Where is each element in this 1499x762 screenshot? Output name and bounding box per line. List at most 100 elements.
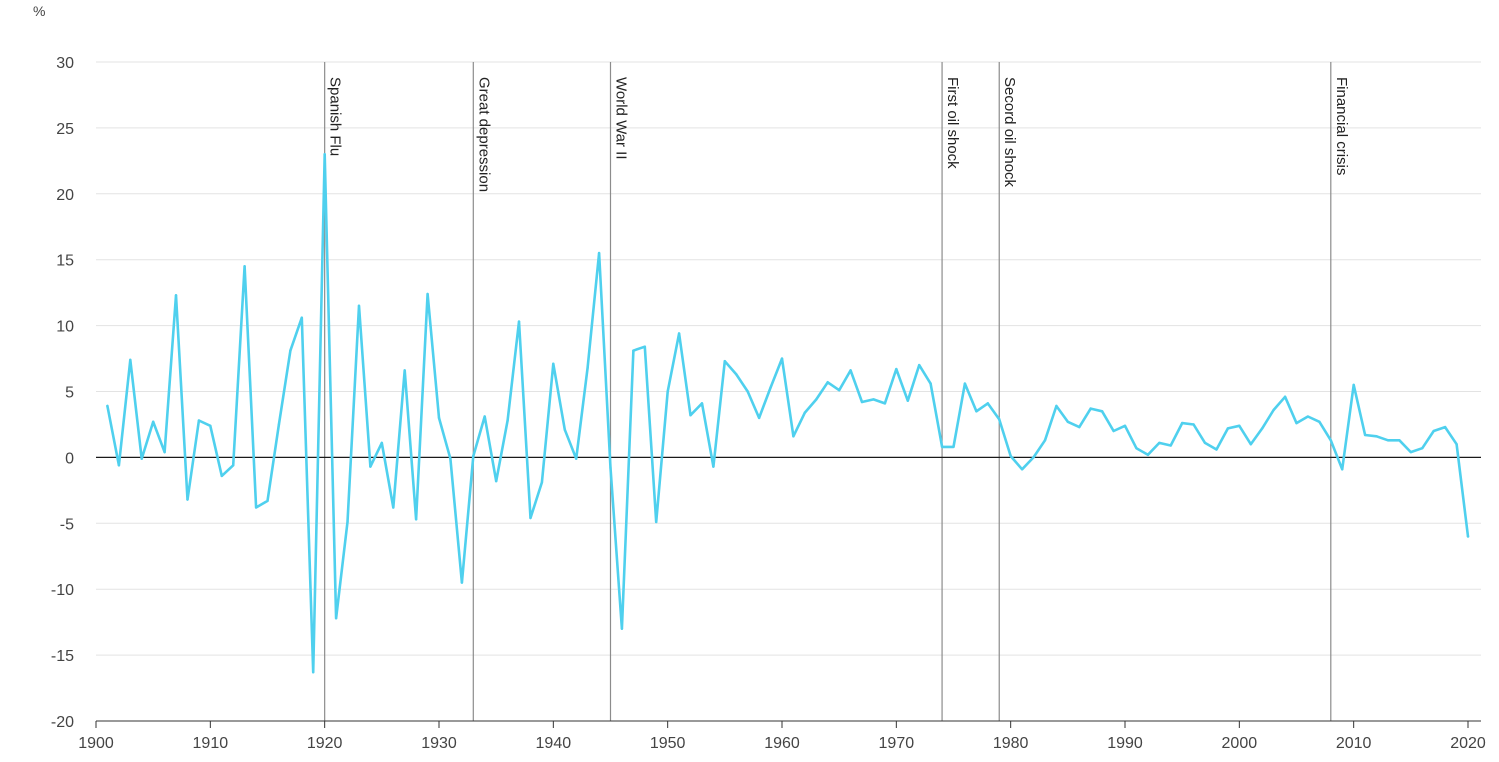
- data-point: [357, 304, 361, 308]
- data-point: [826, 381, 829, 384]
- data-point: [906, 399, 909, 402]
- data-point: [197, 419, 201, 422]
- data-point: [277, 423, 281, 426]
- data-point: [220, 474, 223, 478]
- data-point: [1158, 441, 1161, 445]
- data-point: [151, 420, 155, 424]
- y-tick-label: 5: [65, 385, 74, 402]
- data-point: [403, 369, 406, 372]
- data-point: [1398, 439, 1401, 442]
- data-point: [494, 479, 498, 483]
- y-tick-label: 15: [56, 253, 74, 270]
- data-point: [792, 435, 795, 438]
- data-point: [1283, 395, 1287, 398]
- data-point: [472, 454, 475, 458]
- y-tick-label: -15: [51, 648, 74, 665]
- data-point: [1180, 421, 1184, 425]
- data-point: [815, 398, 818, 401]
- data-point: [1089, 407, 1092, 410]
- data-point: [643, 345, 646, 348]
- series-line: [106, 153, 1470, 674]
- data-point: [1363, 433, 1367, 437]
- data-point: [609, 466, 612, 470]
- data-point: [803, 411, 807, 414]
- x-tick-label: 1930: [421, 735, 457, 752]
- x-tick-label: 1980: [993, 735, 1029, 752]
- x-tick-label: 1940: [536, 735, 572, 752]
- data-point: [1421, 446, 1424, 450]
- data-point: [1066, 420, 1070, 424]
- data-point: [106, 404, 109, 408]
- data-point: [769, 386, 772, 389]
- data-point: [1443, 425, 1447, 429]
- y-tick-label: 0: [65, 450, 74, 467]
- data-point: [929, 382, 932, 385]
- data-point: [426, 292, 429, 296]
- data-point: [677, 332, 681, 335]
- data-point: [254, 506, 258, 509]
- data-point: [620, 627, 624, 630]
- data-point: [1215, 448, 1218, 451]
- data-point: [209, 424, 212, 427]
- x-tick-label: 1920: [307, 735, 343, 752]
- event-label: Spanish Flu: [327, 77, 344, 156]
- y-axis-unit-label: %: [33, 3, 45, 19]
- x-tick-label: 2010: [1336, 735, 1372, 752]
- data-point: [723, 359, 727, 363]
- y-tick-label: -20: [51, 714, 74, 731]
- data-point: [998, 417, 1001, 421]
- data-point: [312, 671, 315, 674]
- data-point: [1123, 424, 1127, 427]
- data-point: [757, 416, 761, 420]
- data-point: [552, 362, 555, 366]
- data-point: [392, 506, 395, 509]
- data-point: [1386, 439, 1390, 442]
- data-point: [1032, 456, 1035, 459]
- x-tick-label: 2020: [1450, 735, 1486, 752]
- data-point: [700, 402, 704, 405]
- data-point: [632, 349, 635, 352]
- y-tick-label: -10: [51, 582, 74, 599]
- data-point: [1318, 420, 1321, 424]
- data-point: [918, 363, 921, 367]
- data-point: [1020, 468, 1024, 471]
- data-point: [483, 415, 486, 418]
- y-tick-label: 20: [56, 187, 74, 204]
- y-tick-label: 25: [56, 121, 74, 138]
- data-point: [1455, 443, 1458, 446]
- data-point: [232, 464, 235, 467]
- x-tick-label: 1950: [650, 735, 686, 752]
- data-point: [449, 457, 452, 460]
- data-point: [266, 499, 269, 503]
- data-point: [952, 445, 955, 449]
- data-point: [1306, 415, 1310, 418]
- data-point: [460, 581, 464, 584]
- data-point: [735, 373, 738, 376]
- event-label: World War II: [613, 77, 630, 160]
- data-point: [780, 357, 784, 360]
- data-point: [506, 419, 509, 422]
- data-point: [1169, 444, 1172, 447]
- data-point: [1238, 424, 1241, 427]
- event-label: Secord oil shock: [1001, 77, 1018, 188]
- data-point: [1432, 429, 1435, 433]
- data-point: [1352, 383, 1355, 387]
- data-point: [1329, 439, 1333, 442]
- data-point: [872, 398, 875, 401]
- data-point: [1043, 439, 1047, 442]
- data-point: [1146, 453, 1150, 456]
- data-point: [1192, 423, 1195, 426]
- data-point: [1261, 427, 1264, 430]
- data-point: [849, 369, 852, 372]
- data-point: [300, 316, 303, 319]
- data-point: [883, 402, 887, 405]
- data-point: [689, 414, 692, 417]
- series-layer: [106, 153, 1470, 674]
- data-point: [1078, 425, 1081, 429]
- data-point: [129, 358, 132, 362]
- data-point: [1135, 446, 1138, 450]
- data-point: [437, 416, 441, 420]
- y-tick-label: 30: [56, 55, 74, 72]
- data-point: [1203, 441, 1207, 445]
- data-point: [334, 616, 338, 620]
